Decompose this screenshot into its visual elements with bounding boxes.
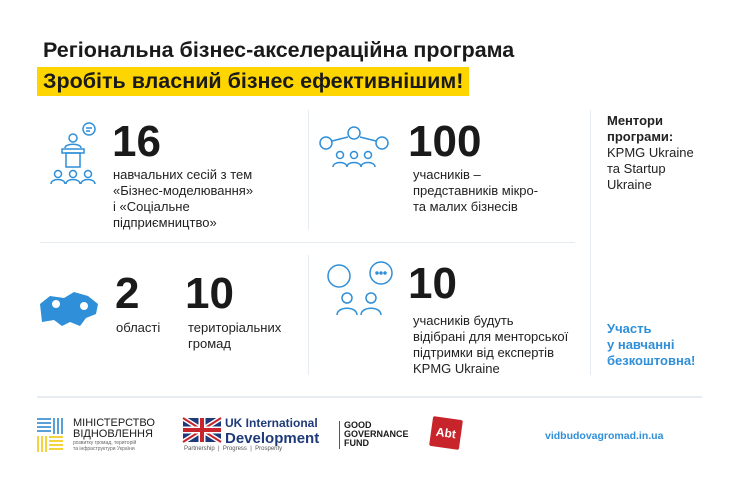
ministry-logo-text: МІНІСТЕРСТВО ВІДНОВЛЕННЯ розвитку громад…: [73, 417, 155, 453]
ggf-logo-text: GOOD GOVERNANCE FUND: [344, 420, 409, 448]
presenter-audience-icon: [50, 122, 96, 185]
ukraine-map-pins-icon: [40, 292, 98, 326]
divider: [37, 396, 702, 398]
ggf-bar: [339, 421, 340, 449]
stat-description: учасників – представників мікро-та малих …: [413, 167, 539, 214]
divider: [308, 255, 309, 375]
stat-value: 10: [185, 269, 234, 318]
stat-value: 100: [408, 117, 482, 166]
stat-value: 10: [408, 259, 457, 308]
mentors-block: Ментори програми: KPMG Ukraine та Startup…: [607, 113, 694, 192]
stat-value: 2: [115, 269, 140, 318]
page-subtitle: Зробіть власний бізнес ефективнішим!: [37, 67, 470, 96]
stat-description: територіальних громад: [188, 320, 282, 351]
chat-people-icon: [327, 261, 393, 316]
stat-description: навчальних сесій з тем «Бізнес-моделюванн…: [113, 167, 254, 230]
uk-id-logo-text: UK International Development: [225, 416, 320, 447]
divider: [590, 110, 591, 375]
divider: [40, 242, 575, 243]
free-participation-note: Участь у навчанні безкоштовна!: [607, 321, 696, 368]
network-people-icon: [319, 126, 389, 168]
stat-description: учасників будуть відібрані для менторсько…: [413, 313, 569, 376]
abt-logo: Abt: [429, 416, 463, 450]
website-link[interactable]: vidbudovagromad.in.ua: [545, 430, 664, 442]
ministry-logo-icon: [37, 418, 63, 452]
stat-value: 16: [112, 117, 161, 166]
divider: [308, 110, 309, 230]
union-jack-icon: [181, 415, 223, 445]
page-title: Регіональна бізнес-акселераційна програм…: [43, 38, 515, 62]
stat-description: області: [116, 320, 161, 335]
uk-id-tagline: Partnership | Progress | Prosperity: [184, 446, 283, 452]
